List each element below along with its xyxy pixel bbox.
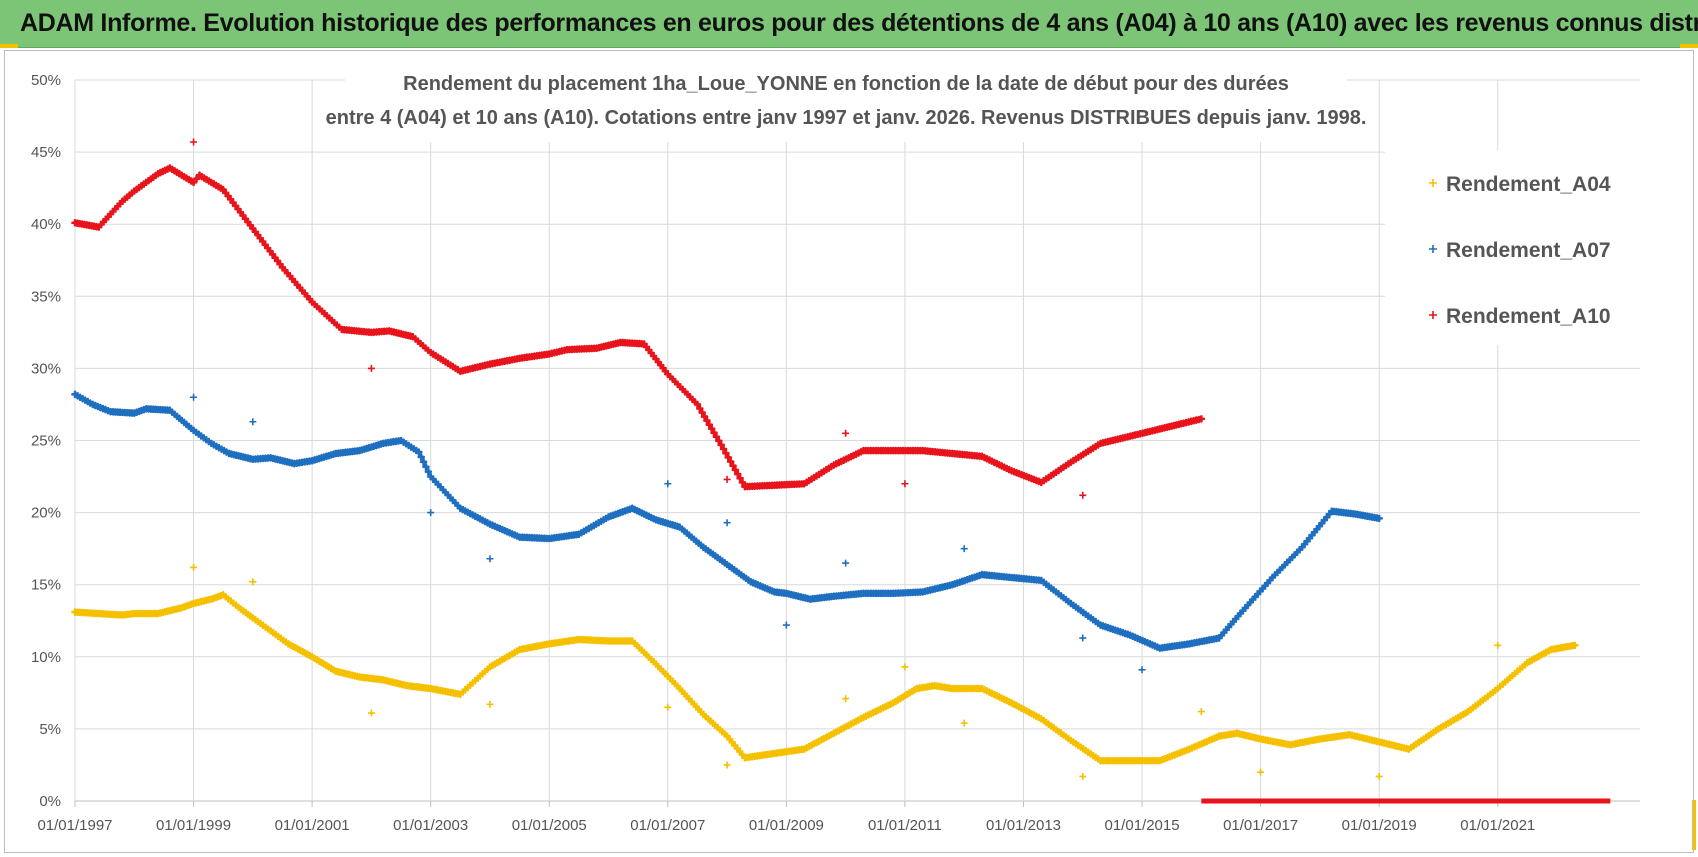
rendement-a04-outlier-point xyxy=(1494,641,1502,649)
corner-mark-tr xyxy=(1680,44,1698,48)
x-axis: 01/01/1997 01/01/1999 01/01/2001 01/01/2003… xyxy=(37,801,1535,834)
x-tick-label: 01/01/2013 xyxy=(986,817,1061,834)
rendement-a07-outlier-point xyxy=(1079,634,1087,642)
legend-label: Rendement_A04 xyxy=(1446,173,1611,196)
rendement-a07-outlier-point xyxy=(427,509,435,517)
report-banner: ADAM Informe. Evolution historique des p… xyxy=(0,0,1698,48)
y-tick-label: 25% xyxy=(31,433,61,450)
legend-marker xyxy=(1429,311,1437,319)
rendement-a04-outlier-point xyxy=(190,563,198,571)
rendement-a07-outlier-point xyxy=(249,418,257,426)
x-tick-label: 01/01/2005 xyxy=(512,817,587,834)
y-tick-label: 35% xyxy=(31,288,61,305)
x-tick-label: 01/01/2017 xyxy=(1223,817,1298,834)
rendement-a07-outlier-point xyxy=(723,519,731,527)
x-tick-label: 01/01/1999 xyxy=(156,817,231,834)
rendement-a07-line xyxy=(71,390,1383,652)
rendement-a07-outlier-point xyxy=(960,545,968,553)
banner-title: ADAM Informe. Evolution historique des p… xyxy=(20,9,1698,37)
rendement-a04-outlier-point xyxy=(901,663,909,671)
rendement-a04-outlier-point xyxy=(1375,772,1383,780)
x-tick-label: 01/01/1997 xyxy=(37,817,112,834)
legend-label: Rendement_A07 xyxy=(1446,239,1611,262)
rendement-a10-outlier-point xyxy=(723,475,731,483)
series-layer xyxy=(71,138,1611,804)
legend-box xyxy=(1385,150,1640,345)
x-tick-label: 01/01/2019 xyxy=(1342,817,1417,834)
rendement-a04-outlier-point xyxy=(1079,772,1087,780)
chart-frame xyxy=(4,50,1694,853)
rendement-a04-line xyxy=(71,590,1579,765)
rendement-a10-outlier-point xyxy=(190,138,198,146)
y-tick-label: 5% xyxy=(39,721,61,738)
rendement-a10-line xyxy=(71,164,1206,491)
corner-mark-br xyxy=(1692,800,1696,850)
x-tick-label: 01/01/2011 xyxy=(868,817,942,834)
y-tick-label: 10% xyxy=(31,649,61,666)
rendement-a07-outlier-point xyxy=(486,555,494,563)
rendement-a07-outlier-point xyxy=(664,480,672,488)
rendement-a10-outlier-point xyxy=(842,429,850,437)
rendement-a07-series xyxy=(71,390,1383,674)
rendement-a10-outlier-point xyxy=(1079,491,1087,499)
rendement-a10-series xyxy=(71,138,1611,804)
x-tick-label: 01/01/2007 xyxy=(630,817,705,834)
rendement-a07-outlier-point xyxy=(842,559,850,567)
corner-mark-tl xyxy=(0,44,18,48)
x-tick-label: 01/01/2021 xyxy=(1460,817,1535,834)
chart-title-line2: entre 4 (A04) et 10 ans (A10). Cotations… xyxy=(326,107,1367,129)
y-tick-label: 20% xyxy=(31,505,61,522)
y-tick-label: 45% xyxy=(31,144,61,161)
legend-marker xyxy=(1429,245,1437,253)
title-background xyxy=(345,68,1347,142)
y-tick-label: 0% xyxy=(39,793,61,810)
rendement-a04-outlier-point xyxy=(723,761,731,769)
rendement-a10-outlier-point xyxy=(367,364,375,372)
rendement-a04-outlier-point xyxy=(960,719,968,727)
y-tick-label: 30% xyxy=(31,360,61,377)
legend-label: Rendement_A10 xyxy=(1446,305,1611,328)
rendement-a04-series xyxy=(71,563,1579,780)
chart-title-line1: Rendement du placement 1ha_Loue_YONNE en… xyxy=(403,73,1289,95)
legend: Rendement_A04 Rendement_A07 Rendement_A10 xyxy=(1385,150,1640,345)
gridlines xyxy=(74,79,1640,802)
x-tick-label: 01/01/2003 xyxy=(393,817,468,834)
rendement-a04-outlier-point xyxy=(367,709,375,717)
y-tick-label: 40% xyxy=(31,216,61,233)
legend-marker xyxy=(1429,179,1437,187)
y-tick-label: 50% xyxy=(31,72,61,89)
rendement-a04-outlier-point xyxy=(664,703,672,711)
y-axis: 0% 5% 10% 15% 20% 25% 30% 35% 40% 45% 50% xyxy=(31,72,61,810)
rendement-a10-outlier-point xyxy=(901,480,909,488)
rendement-a04-outlier-point xyxy=(249,578,257,586)
rendement-a04-outlier-point xyxy=(1197,708,1205,716)
rendement-a04-outlier-point xyxy=(1257,768,1265,776)
y-tick-label: 15% xyxy=(31,577,61,594)
rendement-a07-outlier-point xyxy=(782,621,790,629)
rendement-a07-outlier-point xyxy=(190,393,198,401)
rendement-a07-outlier-point xyxy=(1138,666,1146,674)
rendement-a04-outlier-point xyxy=(842,695,850,703)
x-tick-label: 01/01/2015 xyxy=(1105,817,1180,834)
x-tick-label: 01/01/2009 xyxy=(749,817,824,834)
rendement-a04-outlier-point xyxy=(486,700,494,708)
x-tick-label: 01/01/2001 xyxy=(275,817,350,834)
